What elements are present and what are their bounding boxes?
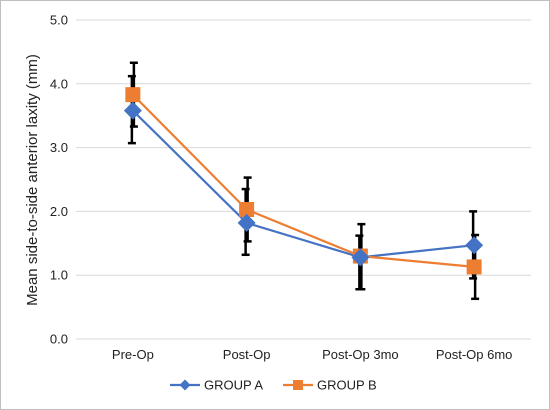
legend-label: GROUP B [317, 378, 377, 393]
data-point [125, 87, 141, 103]
data-point [237, 213, 256, 232]
gridlines [76, 19, 531, 340]
data-point [465, 236, 484, 255]
y-tick-label: 1.0 [50, 268, 68, 283]
data-point [123, 101, 142, 120]
y-tick-label: 3.0 [50, 140, 68, 155]
legend-entry: GROUP A [170, 378, 263, 393]
series-layer [123, 61, 484, 301]
y-tick-label: 4.0 [50, 76, 68, 91]
data-point [466, 259, 482, 275]
legend-entry: GROUP B [283, 378, 377, 393]
x-axis-ticks: Pre-Op Post-Op Post-Op 3mo Post-Op 6mo [112, 347, 513, 362]
legend-label: GROUP A [204, 378, 263, 393]
x-tick-label: Post-Op [223, 347, 271, 362]
series-line-1 [132, 109, 475, 259]
legend-marker [293, 380, 303, 390]
x-tick-label: Post-Op 6mo [436, 347, 513, 362]
y-axis-ticks: 0.0 1.0 2.0 3.0 4.0 5.0 [50, 13, 68, 347]
series-line-2 [132, 93, 475, 269]
legend: GROUP A GROUP B [170, 378, 377, 393]
y-tick-label: 2.0 [50, 204, 68, 219]
y-axis-label: Mean side-to-side anterior laxity (mm) [24, 54, 41, 306]
data-point [351, 248, 370, 267]
y-tick-label: 0.0 [50, 332, 68, 347]
x-tick-label: Pre-Op [112, 347, 154, 362]
y-tick-label: 5.0 [50, 13, 68, 28]
x-tick-label: Post-Op 3mo [322, 347, 399, 362]
legend-marker [179, 379, 191, 391]
data-point [239, 201, 255, 217]
